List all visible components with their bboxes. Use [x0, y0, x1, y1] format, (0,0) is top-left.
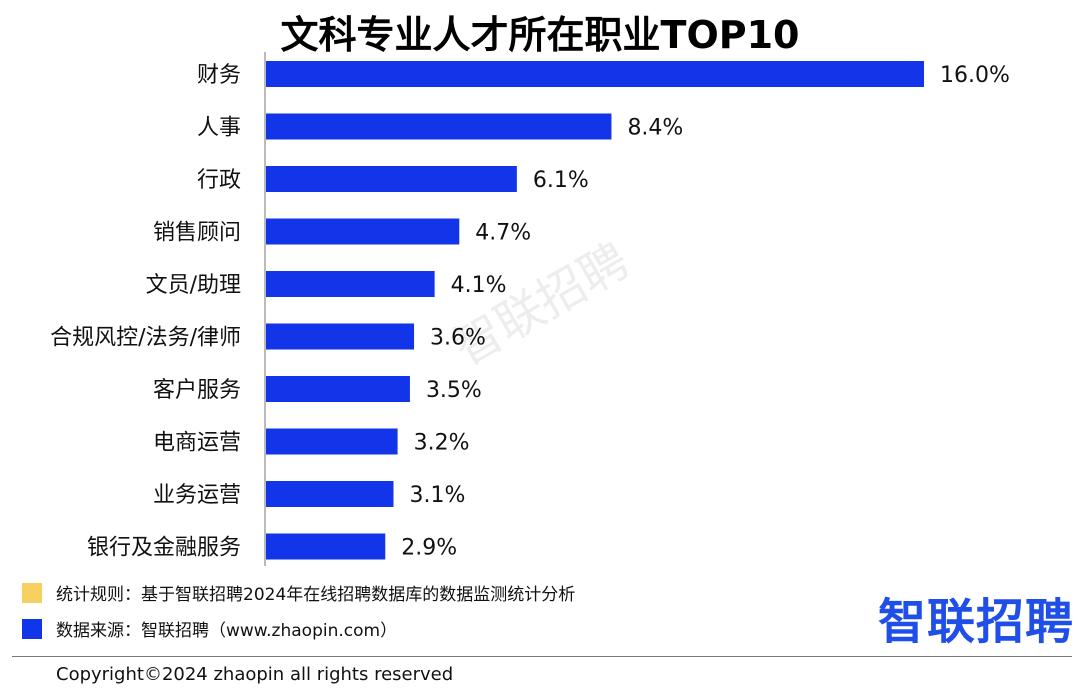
category-label-3: 行政	[197, 168, 241, 193]
value-label-6: 3.6%	[430, 326, 486, 351]
bars-group	[266, 61, 924, 560]
value-label-9: 3.1%	[409, 483, 465, 508]
chart-title: 文科专业人才所在职业TOP10	[280, 13, 800, 57]
category-labels: 财务人事行政销售顾问文员/助理合规风控/法务/律师客户服务电商运营业务运营银行及…	[50, 63, 241, 561]
bar-3	[266, 166, 517, 192]
value-label-3: 6.1%	[533, 168, 589, 193]
value-label-10: 2.9%	[401, 536, 457, 561]
value-label-7: 3.5%	[426, 378, 482, 403]
bar-2	[266, 113, 612, 140]
footer-divider	[12, 656, 1072, 657]
category-label-2: 人事	[197, 116, 241, 141]
value-label-2: 8.4%	[627, 116, 683, 141]
brand-logo: 智联招聘	[878, 594, 1075, 650]
category-label-4: 销售顾问	[153, 221, 241, 246]
copyright-text: Copyright©2024 zhaopin all rights reserv…	[56, 664, 454, 685]
category-label-5: 文员/助理	[146, 273, 241, 298]
note-rule-text: 统计规则：基于智联招聘2024年在线招聘数据库的数据监测统计分析	[56, 585, 576, 605]
note-source: 数据来源：智联招聘（www.zhaopin.com）	[22, 616, 397, 641]
category-label-8: 电商运营	[153, 431, 241, 456]
category-label-1: 财务	[197, 63, 241, 88]
value-labels: 16.0% 8.4% 6.1% 4.7% 4.1% 3.6% 3.5% 3.2% 3.1% 2.9…	[401, 63, 1010, 561]
source-swatch	[22, 618, 42, 639]
bar-4	[266, 218, 460, 245]
bar-10	[266, 533, 386, 560]
value-label-1: 16.0%	[940, 63, 1010, 88]
value-label-4: 4.7%	[475, 221, 531, 246]
note-source-text: 数据来源：智联招聘（www.zhaopin.com）	[56, 621, 398, 641]
bar-5	[266, 271, 435, 297]
note-rule: 统计规则：基于智联招聘2024年在线招聘数据库的数据监测统计分析	[22, 580, 575, 605]
category-label-10: 银行及金融服务	[87, 536, 241, 561]
category-label-7: 客户服务	[153, 378, 241, 403]
bar-chart: 财务人事行政销售顾问文员/助理合规风控/法务/律师客户服务电商运营业务运营银行及…	[50, 52, 1010, 566]
bar-1	[266, 61, 924, 87]
bar-8	[266, 428, 398, 455]
bar-7	[266, 376, 410, 402]
category-label-9: 业务运营	[153, 483, 241, 508]
rule-swatch	[22, 582, 42, 603]
value-label-5: 4.1%	[451, 273, 507, 298]
category-label-6: 合规风控/法务/律师	[50, 326, 241, 351]
bar-6	[266, 323, 415, 350]
value-label-8: 3.2%	[414, 431, 470, 456]
bar-9	[266, 481, 394, 507]
